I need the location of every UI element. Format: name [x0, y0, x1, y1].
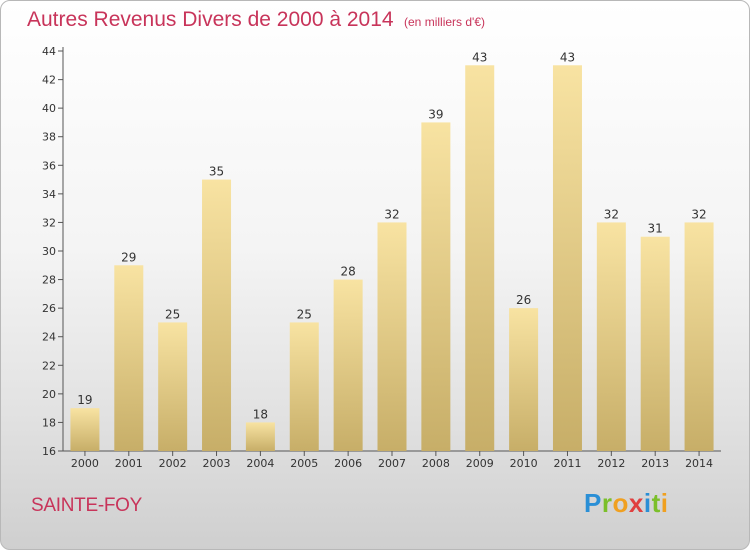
y-tick-label: 44	[42, 45, 56, 58]
y-tick-label: 26	[42, 302, 56, 315]
x-tick-label: 2003	[203, 457, 231, 470]
y-tick-label: 36	[42, 159, 56, 172]
chart-unit-note: (en milliers d'€)	[404, 15, 485, 29]
x-tick-label: 2007	[378, 457, 406, 470]
x-tick-label: 2004	[246, 457, 274, 470]
brand-letter: i	[643, 488, 652, 518]
x-tick-label: 2014	[685, 457, 713, 470]
data-label: 26	[516, 293, 531, 307]
y-tick-label: 30	[42, 245, 56, 258]
bar	[377, 222, 407, 451]
bar	[421, 122, 451, 451]
brand-letter: x	[628, 488, 644, 518]
bar	[684, 222, 714, 451]
bar	[245, 422, 275, 451]
location-label: SAINTE-FOY	[31, 495, 143, 516]
x-tick-label: 2002	[159, 457, 187, 470]
x-tick-label: 2000	[71, 457, 99, 470]
brand-letter: P	[584, 488, 602, 518]
data-label: 43	[472, 50, 487, 64]
chart-labels: 19 2000 29 2001 25 2002 35 2003 18 2004 25 2005 28 20…	[71, 50, 713, 470]
x-tick-label: 2010	[510, 457, 538, 470]
x-tick-label: 2013	[641, 457, 669, 470]
brand-logo: Proxiti	[584, 488, 668, 519]
x-tick-label: 2006	[334, 457, 362, 470]
bar	[333, 279, 363, 451]
data-label: 29	[121, 250, 136, 264]
y-tick-label: 34	[42, 188, 56, 201]
brand-letter: r	[601, 488, 613, 518]
data-label: 28	[340, 265, 355, 279]
x-tick-label: 2009	[466, 457, 494, 470]
data-label: 32	[384, 207, 399, 221]
data-label: 18	[253, 407, 268, 421]
x-tick-label: 2001	[115, 457, 143, 470]
y-tick-label: 42	[42, 74, 56, 87]
y-tick-label: 32	[42, 216, 56, 229]
y-tick-label: 16	[42, 445, 56, 458]
bar	[70, 408, 100, 451]
data-label: 39	[428, 107, 443, 121]
data-label: 25	[297, 307, 312, 321]
bar	[596, 222, 626, 451]
y-tick-label: 40	[42, 102, 56, 115]
data-label: 32	[604, 207, 619, 221]
chart-title: Autres Revenus Divers de 2000 à 2014	[27, 8, 394, 31]
data-label: 43	[560, 50, 575, 64]
x-tick-label: 2011	[553, 457, 581, 470]
y-tick-label: 22	[42, 359, 56, 372]
data-label: 25	[165, 307, 180, 321]
bar	[465, 65, 495, 452]
y-tick-label: 20	[42, 388, 56, 401]
brand-letter: i	[660, 488, 669, 518]
brand-letter: t	[651, 488, 661, 518]
bar	[509, 308, 539, 451]
data-label: 35	[209, 165, 224, 179]
x-tick-label: 2012	[597, 457, 625, 470]
bar	[202, 179, 232, 452]
data-label: 31	[648, 222, 663, 236]
bar	[289, 322, 319, 451]
bar	[114, 265, 144, 451]
y-tick-label: 38	[42, 131, 56, 144]
y-tick-label: 28	[42, 274, 56, 287]
brand-letter: o	[612, 488, 629, 518]
x-tick-label: 2008	[422, 457, 450, 470]
data-label: 19	[77, 393, 92, 407]
x-tick-label: 2005	[290, 457, 318, 470]
y-tick-label: 24	[42, 331, 56, 344]
bar	[552, 65, 582, 452]
chart-bars	[70, 65, 714, 452]
y-tick-label: 18	[42, 416, 56, 429]
bar	[640, 236, 670, 451]
data-label: 32	[691, 207, 706, 221]
title-block: Autres Revenus Divers de 2000 à 2014 (en…	[27, 8, 485, 32]
bar	[158, 322, 188, 451]
